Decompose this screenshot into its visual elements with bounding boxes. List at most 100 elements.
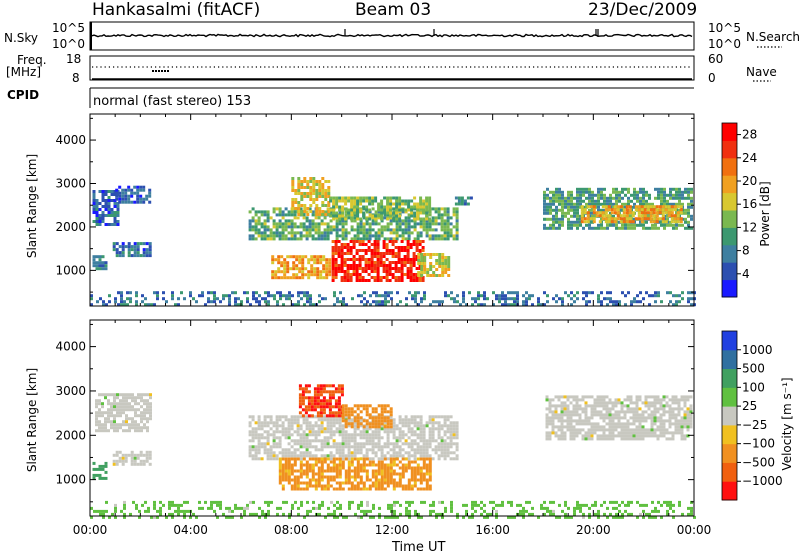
data-cell (360, 457, 363, 460)
data-cell (513, 297, 516, 300)
data-cell (327, 418, 330, 421)
data-cell (386, 279, 389, 282)
data-cell (309, 439, 312, 442)
data-cell (342, 410, 345, 413)
data-cell (140, 420, 143, 423)
data-cell (420, 439, 423, 442)
data-cell (684, 425, 687, 428)
data-cell (657, 428, 660, 431)
data-cell (402, 488, 405, 491)
data-cell (286, 261, 289, 264)
data-cell (585, 419, 588, 422)
data-cell (273, 436, 276, 439)
data-cell (396, 439, 399, 442)
data-cell (410, 264, 413, 267)
data-cell (285, 430, 288, 433)
data-cell (99, 465, 102, 468)
data-cell (360, 442, 363, 445)
data-cell (564, 395, 567, 398)
data-cell (438, 259, 441, 262)
data-cell (312, 445, 315, 448)
data-cell (675, 194, 678, 197)
data-cell (297, 291, 300, 294)
data-cell (408, 436, 411, 439)
data-cell (327, 228, 330, 231)
data-cell (597, 300, 600, 303)
data-cell (149, 254, 152, 257)
data-cell (600, 437, 603, 440)
data-cell (558, 428, 561, 431)
data-cell (294, 207, 297, 210)
data-cell (341, 279, 344, 282)
data-cell (408, 234, 411, 237)
data-cell (283, 264, 286, 267)
data-cell (285, 476, 288, 479)
data-cell (381, 225, 384, 228)
data-cell (313, 273, 316, 276)
freq-dip-dot (167, 70, 169, 72)
data-cell (280, 270, 283, 273)
data-cell (399, 448, 402, 451)
data-cell (422, 240, 425, 243)
data-cell (567, 425, 570, 428)
data-cell (291, 294, 294, 297)
data-cell (570, 428, 573, 431)
data-cell (105, 190, 108, 193)
data-cell (419, 279, 422, 282)
data-cell (345, 458, 348, 461)
data-cell (282, 210, 285, 213)
data-cell (336, 225, 339, 228)
data-cell (264, 424, 267, 427)
data-cell (341, 384, 344, 387)
data-cell (672, 416, 675, 419)
data-cell (389, 203, 392, 206)
data-cell (564, 401, 567, 404)
data-cell (321, 421, 324, 424)
data-cell (417, 436, 420, 439)
data-cell (291, 234, 294, 237)
data-cell (395, 246, 398, 249)
data-cell (375, 422, 378, 425)
data-cell (399, 454, 402, 457)
data-cell (339, 424, 342, 427)
data-cell (347, 273, 350, 276)
data-cell (300, 204, 303, 207)
data-cell (360, 225, 363, 228)
data-cell (122, 405, 125, 408)
data-cell (420, 445, 423, 448)
data-cell (663, 410, 666, 413)
data-cell (360, 422, 363, 425)
data-cell (606, 407, 609, 410)
data-cell (390, 237, 393, 240)
data-region (90, 291, 696, 306)
data-cell (584, 208, 587, 211)
data-cell (411, 225, 414, 228)
data-cell (426, 488, 429, 491)
data-cell (297, 476, 300, 479)
data-cell (105, 193, 108, 196)
data-cell (98, 393, 101, 396)
data-cell (303, 442, 306, 445)
data-cell (270, 448, 273, 451)
data-cell (118, 198, 121, 201)
data-cell (309, 195, 312, 198)
data-cell (645, 221, 648, 224)
data-cell (107, 408, 110, 411)
data-cell (384, 237, 387, 240)
data-cell (356, 212, 359, 215)
data-cell (291, 237, 294, 240)
data-cell (369, 433, 372, 436)
data-cell (116, 396, 119, 399)
data-cell (318, 473, 321, 476)
data-cell (378, 433, 381, 436)
data-cell (438, 213, 441, 216)
data-cell (321, 183, 324, 186)
data-cell (330, 461, 333, 464)
data-cell (581, 205, 584, 208)
data-cell (294, 470, 297, 473)
data-cell (366, 234, 369, 237)
data-cell (441, 424, 444, 427)
data-cell (687, 191, 690, 194)
data-cell (366, 419, 369, 422)
data-cell (627, 410, 630, 413)
